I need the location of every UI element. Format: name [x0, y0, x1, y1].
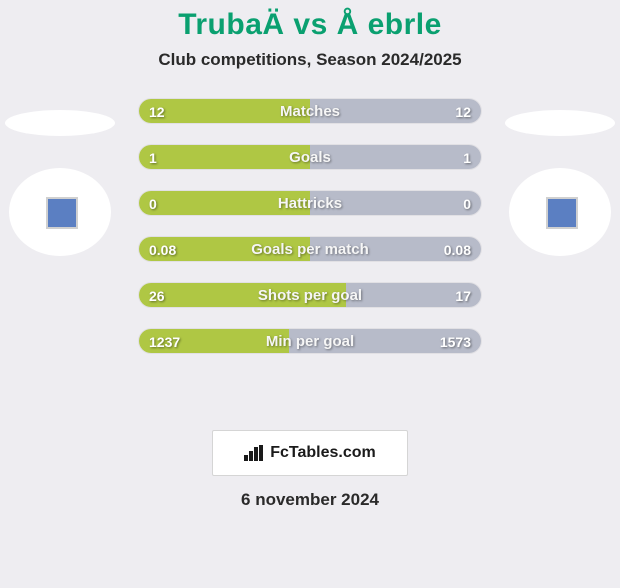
- stat-row: 2617Shots per goal: [138, 282, 482, 308]
- flag-right: [505, 110, 615, 136]
- date-label: 6 november 2024: [0, 490, 620, 510]
- player-right-column: [500, 110, 620, 256]
- stat-row: 12371573Min per goal: [138, 328, 482, 354]
- stat-value-left: 0.08: [139, 237, 186, 261]
- brand-text: FcTables.com: [270, 444, 376, 462]
- stat-value-left: 12: [139, 99, 175, 123]
- crest-left: [9, 168, 111, 256]
- stat-row: 0.080.08Goals per match: [138, 236, 482, 262]
- page-subtitle: Club competitions, Season 2024/2025: [0, 50, 620, 70]
- stat-value-right: 0.08: [434, 237, 481, 261]
- stat-row: 1212Matches: [138, 98, 482, 124]
- stat-value-right: 12: [445, 99, 481, 123]
- stat-bars: 1212Matches11Goals00Hattricks0.080.08Goa…: [138, 98, 482, 354]
- player-left-column: [0, 110, 120, 256]
- stat-value-right: 1: [453, 145, 481, 169]
- stat-value-left: 1237: [139, 329, 190, 353]
- brand-badge[interactable]: FcTables.com: [212, 430, 408, 476]
- stat-value-left: 1: [139, 145, 167, 169]
- stat-value-left: 26: [139, 283, 175, 307]
- stat-value-right: 17: [445, 283, 481, 307]
- stat-row: 11Goals: [138, 144, 482, 170]
- crest-right: [509, 168, 611, 256]
- page-title: TrubaÄ vs Å ebrle: [0, 8, 620, 42]
- comparison-area: 1212Matches11Goals00Hattricks0.080.08Goa…: [0, 98, 620, 418]
- bars-icon: [244, 445, 264, 461]
- stat-value-left: 0: [139, 191, 167, 215]
- stat-value-right: 0: [453, 191, 481, 215]
- flag-left: [5, 110, 115, 136]
- stat-row: 00Hattricks: [138, 190, 482, 216]
- stat-value-right: 1573: [430, 329, 481, 353]
